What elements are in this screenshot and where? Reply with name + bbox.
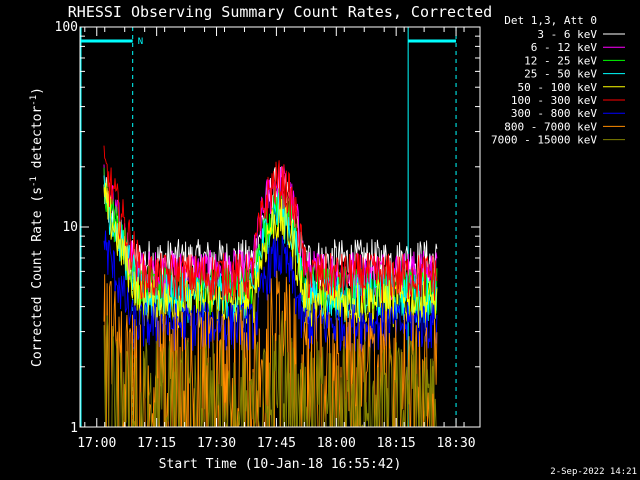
y-tick-label: 100 [55, 20, 78, 35]
y-axis-label-sup1: -1 [29, 176, 39, 187]
series-line [103, 145, 438, 303]
x-tick-label: 17:45 [257, 436, 296, 451]
legend-label: 50 - 100 keV [518, 81, 598, 94]
series-line [103, 312, 437, 428]
chart-title: RHESSI Observing Summary Count Rates, Co… [68, 3, 492, 21]
x-tick-label: 17:00 [77, 436, 116, 451]
legend-label: 3 - 6 keV [537, 28, 597, 41]
y-tick-label: 10 [62, 220, 78, 235]
legend-label: 300 - 800 keV [511, 107, 597, 120]
series-line [103, 166, 438, 289]
y-axis-label-end: ) [30, 87, 45, 95]
legend-label: 12 - 25 keV [524, 54, 597, 67]
legend-label: 800 - 7000 keV [504, 120, 597, 133]
x-tick-label: 18:15 [377, 436, 416, 451]
y-tick-label: 1 [70, 421, 78, 436]
x-tick-label: 17:15 [137, 436, 176, 451]
y-axis-label-main: Corrected Count Rate (s [30, 187, 45, 367]
x-tick-label: 18:00 [317, 436, 356, 451]
series-line [103, 230, 438, 352]
x-axis: 17:00 17:15 17:30 17:45 18:00 18:15 18:30 [77, 27, 476, 451]
legend-label: 6 - 12 keV [531, 41, 598, 54]
y-axis-label-mid: detector [30, 106, 45, 177]
y-axis-label: Corrected Count Rate (s-1 detector-1) [29, 87, 45, 367]
legend-label: 25 - 50 keV [524, 68, 597, 81]
night-label: N [138, 37, 143, 47]
x-tick-label: 18:30 [436, 436, 475, 451]
legend-label: 7000 - 15000 keV [491, 134, 597, 147]
date-stamp: 2-Sep-2022 14:21 [550, 467, 637, 477]
x-axis-label: Start Time (10-Jan-18 16:55:42) [159, 457, 402, 472]
y-axis-label-sup2: -1 [29, 95, 39, 106]
legend-label: 100 - 300 keV [511, 94, 597, 107]
data-traces [103, 145, 438, 428]
legend-header: Det 1,3, Att 0 [504, 14, 597, 27]
x-tick-label: 17:30 [197, 436, 236, 451]
y-axis: 1 10 100 [55, 20, 480, 436]
